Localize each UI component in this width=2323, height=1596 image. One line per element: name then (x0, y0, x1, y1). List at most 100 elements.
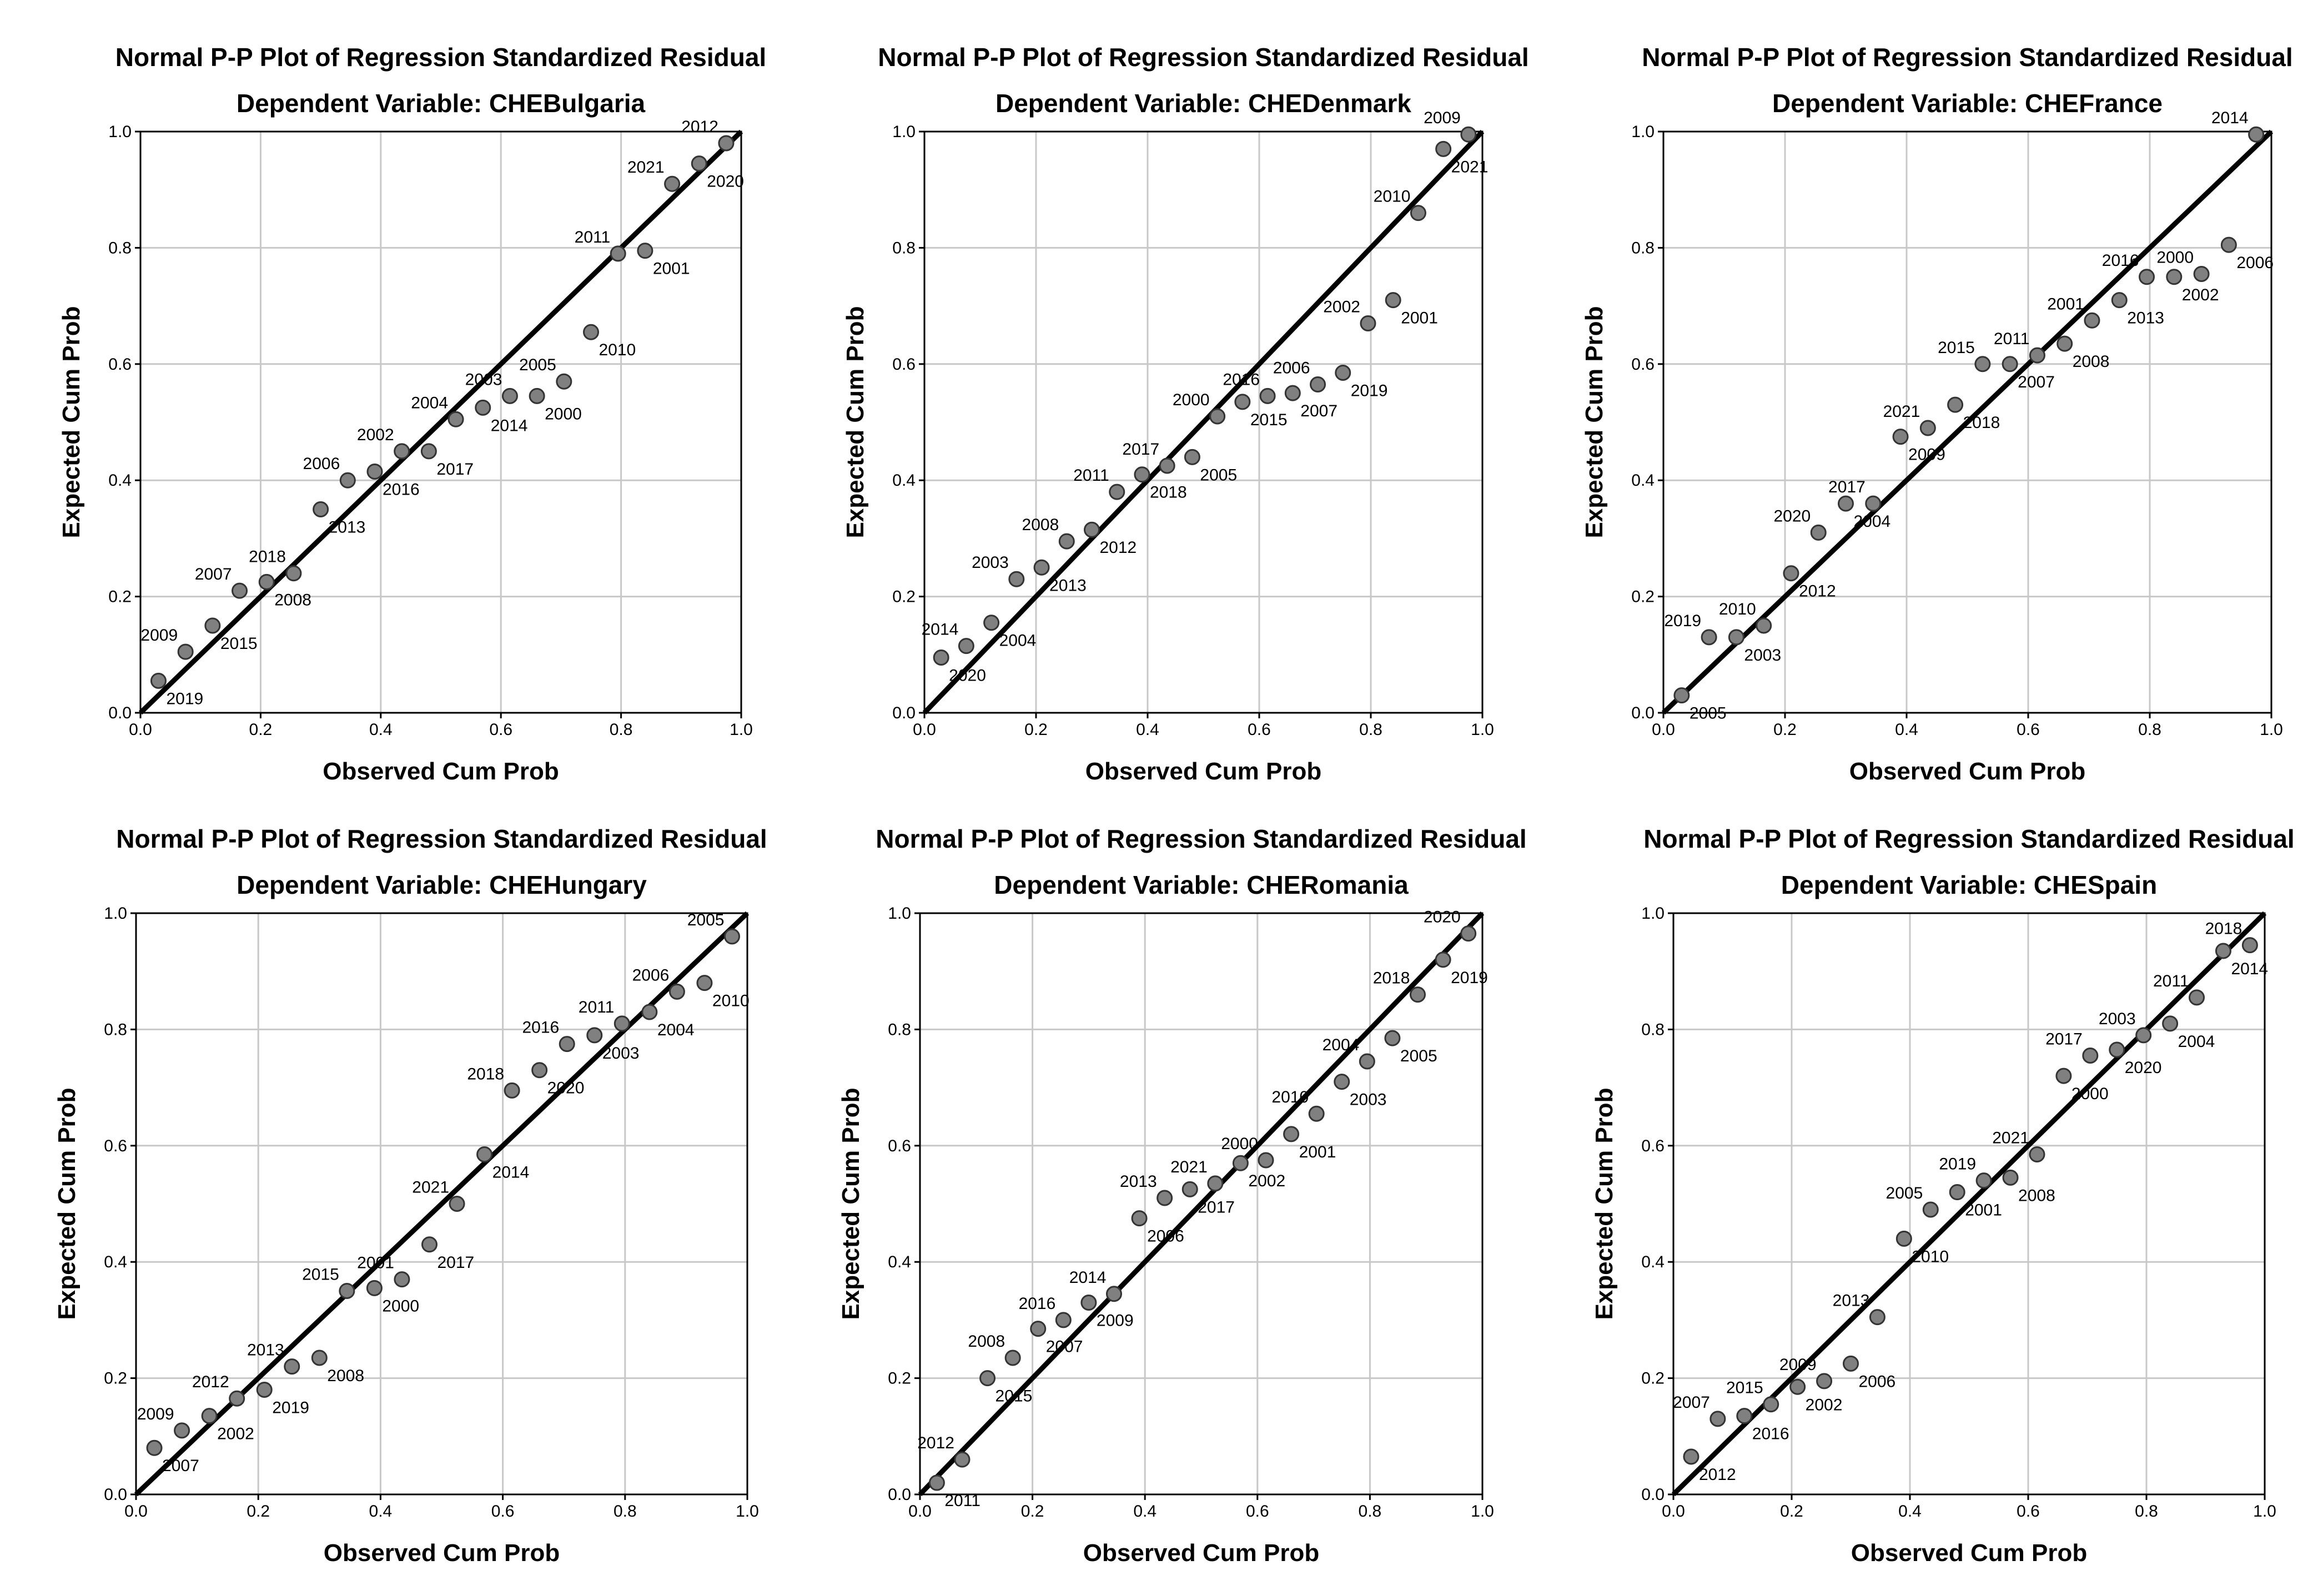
data-point-label: 2001 (357, 1254, 394, 1272)
data-point (146, 1439, 163, 1456)
chart-subtitle: Dependent Variable: CHEHungary (237, 870, 647, 899)
data-point (150, 672, 167, 689)
data-point-label: 2009 (1097, 1311, 1134, 1330)
data-point-label: 2012 (681, 118, 718, 136)
data-point (1207, 1175, 1224, 1192)
x-tick-label: 0.6 (491, 1502, 515, 1521)
data-point-label: 2018 (249, 548, 286, 566)
data-point (1763, 1396, 1779, 1413)
data-point-label: 2014 (491, 416, 528, 435)
data-point-label: 2004 (411, 394, 448, 412)
data-point (2109, 1041, 2125, 1058)
data-point (1673, 687, 1690, 704)
data-point-label: 2018 (467, 1065, 504, 1083)
data-point-label: 2010 (599, 341, 636, 359)
y-axis-label: Expected Cum Prob (842, 306, 869, 538)
x-tick-label: 0.2 (249, 721, 273, 739)
data-point-label: 2006 (632, 966, 670, 984)
data-point-label: 2013 (247, 1341, 284, 1360)
data-point (2220, 236, 2237, 253)
data-point (1922, 1201, 1939, 1218)
data-point-label: 2003 (972, 553, 1009, 572)
data-point-label: 2005 (1690, 704, 1727, 723)
data-point (174, 1422, 190, 1439)
data-point (311, 1350, 328, 1366)
data-point-label: 2009 (1424, 109, 1461, 127)
data-point (1080, 1294, 1097, 1311)
data-point-label: 2006 (1147, 1227, 1184, 1246)
data-point (1919, 420, 1936, 436)
x-tick-label: 0.6 (2017, 721, 2040, 739)
y-tick-label: 0.2 (1641, 1370, 1665, 1388)
y-tick-label: 0.0 (104, 1486, 127, 1504)
data-point-label: 2005 (1200, 466, 1237, 484)
data-point-label: 2001 (653, 260, 690, 278)
data-point (313, 501, 329, 518)
data-point (1004, 1350, 1021, 1366)
data-point-label: 2019 (272, 1399, 309, 1417)
chart-subtitle: Dependent Variable: CHEBulgaria (237, 89, 646, 118)
data-point-label: 2011 (579, 998, 615, 1016)
data-point (1843, 1355, 1859, 1372)
data-point-label: 2001 (1401, 309, 1438, 328)
data-point-label: 2010 (1912, 1247, 1949, 1266)
x-tick-label: 1.0 (736, 1502, 759, 1521)
y-tick-label: 0.6 (1641, 1137, 1665, 1155)
data-point-label: 2017 (1198, 1198, 1235, 1216)
data-point (504, 1082, 520, 1099)
data-point-label: 2016 (1223, 370, 1260, 389)
data-point-label: 2020 (1424, 908, 1461, 927)
pp-plot-panel: Normal P-P Plot of Regression Standardiz… (1591, 824, 2295, 1567)
data-point (1810, 524, 1827, 541)
data-point-label: 2007 (1673, 1393, 1710, 1412)
data-point (1084, 521, 1100, 538)
chart-subtitle: Dependent Variable: CHERomania (994, 870, 1409, 899)
y-tick-label: 1.0 (104, 904, 127, 923)
data-point (447, 411, 464, 427)
y-tick-label: 0.0 (108, 704, 132, 722)
data-point-label: 2006 (2236, 254, 2274, 272)
data-point-label: 2001 (1299, 1143, 1336, 1161)
data-point (1947, 396, 1964, 413)
y-tick-label: 0.4 (888, 1253, 911, 1271)
data-point (979, 1370, 996, 1387)
data-point (614, 1015, 630, 1032)
data-point-label: 2019 (1939, 1155, 1976, 1174)
data-point (1816, 1373, 1833, 1389)
y-tick-label: 0.6 (104, 1137, 127, 1155)
y-tick-label: 0.8 (888, 1020, 911, 1039)
data-point-label: 2002 (217, 1425, 254, 1443)
x-tick-label: 0.4 (369, 1502, 393, 1521)
data-point-label: 2020 (547, 1079, 585, 1097)
x-axis-label: Observed Cum Prob (323, 758, 559, 785)
data-point-label: 2013 (1049, 576, 1087, 595)
data-point (1783, 565, 1799, 582)
x-tick-label: 0.0 (1652, 721, 1675, 739)
data-point (1109, 484, 1125, 500)
y-tick-label: 1.0 (892, 123, 916, 141)
data-point-label: 2004 (657, 1021, 695, 1039)
data-point-label: 2010 (1271, 1088, 1309, 1106)
plot-frame (139, 130, 742, 714)
y-tick-label: 1.0 (1631, 123, 1655, 141)
data-point-label: 2017 (2045, 1030, 2083, 1049)
data-point-label: 2014 (2211, 109, 2249, 127)
data-point (641, 1004, 658, 1020)
x-tick-label: 0.4 (1895, 721, 1918, 739)
x-tick-label: 0.8 (2135, 1502, 2158, 1521)
data-point (531, 1062, 548, 1079)
data-point (1701, 629, 1717, 646)
x-tick-label: 0.0 (908, 1502, 932, 1521)
data-point (583, 324, 599, 340)
data-point-label: 2011 (944, 1492, 981, 1510)
data-point (1359, 1053, 1375, 1070)
reference-diagonal-line (922, 129, 1485, 715)
x-tick-label: 0.2 (1024, 721, 1048, 739)
data-point-label: 2008 (2018, 1186, 2055, 1205)
reference-diagonal-line (138, 129, 743, 715)
data-point-label: 2018 (2205, 920, 2242, 938)
data-point (2162, 1015, 2179, 1032)
data-point (1683, 1448, 1699, 1465)
data-point-label: 2016 (2102, 251, 2139, 270)
data-point-label: 2021 (1451, 158, 1489, 176)
